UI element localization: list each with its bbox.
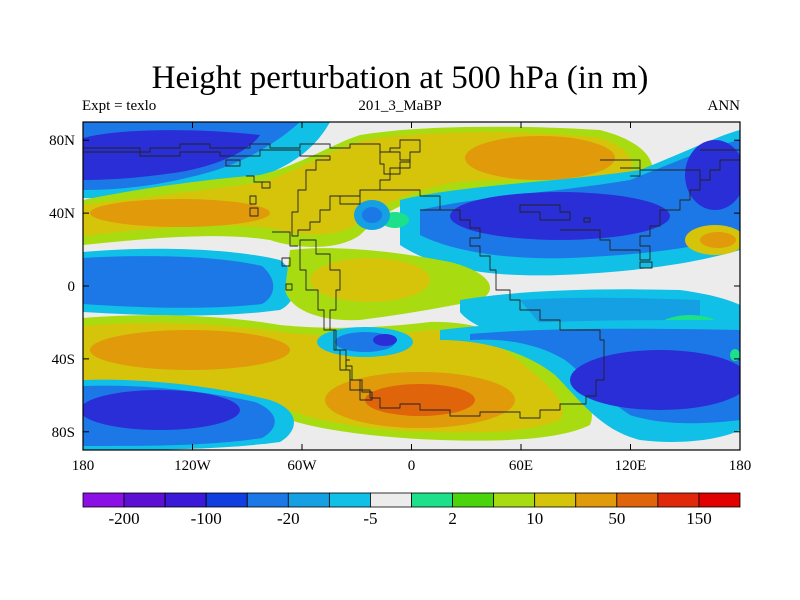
colorbar-swatch xyxy=(205,492,248,508)
colorbar-swatch xyxy=(123,492,166,508)
colorbar-swatch xyxy=(82,492,125,508)
coastline-north-america xyxy=(83,139,421,237)
colorbar-swatch xyxy=(657,492,700,508)
x-tick-label: 120E xyxy=(615,458,647,474)
coastline-africa-eurasia xyxy=(345,195,605,419)
x-tick-label: 180 xyxy=(72,458,95,474)
colorbar-label: -20 xyxy=(277,509,300,528)
x-tick-label: 180 xyxy=(729,458,752,474)
experiment-label: Expt = texlo xyxy=(82,98,157,114)
coastline-asia-north xyxy=(330,159,740,261)
coastline-siberia xyxy=(600,149,740,180)
field-blue-region xyxy=(520,297,700,326)
coastline-australia xyxy=(246,175,298,291)
x-tick-label: 0 xyxy=(408,458,416,474)
colorbar-swatch xyxy=(370,492,412,508)
colorbar-label: 150 xyxy=(686,509,712,528)
y-tick-label: 80S xyxy=(52,425,75,441)
field-blue-region xyxy=(362,207,382,223)
field-deep-blue-region xyxy=(83,130,260,180)
colorbar: -200 -100 -20 -5 2 10 50 150 xyxy=(82,492,741,528)
colorbar-swatch xyxy=(164,492,207,508)
coastline-greenland xyxy=(379,151,411,175)
colorbar-label: -100 xyxy=(191,509,222,528)
field-orange-region xyxy=(90,199,270,227)
field-deep-blue-region xyxy=(570,350,740,410)
colorbar-swatch xyxy=(411,492,453,508)
colorbar-swatch xyxy=(534,492,577,508)
colorbar-label: -5 xyxy=(363,509,377,528)
field-deep-blue-region xyxy=(685,140,740,210)
case-label: 201_3_MaBP xyxy=(358,98,442,114)
colorbar-swatch xyxy=(493,492,536,508)
x-tick-label: 60W xyxy=(287,458,317,474)
axis-ticks: 180 120W 60W 0 60E 120E 180 80N 40N 0 40S 80S xyxy=(49,122,751,474)
x-tick-label: 60E xyxy=(509,458,533,474)
colorbar-label: 10 xyxy=(526,509,543,528)
y-tick-label: 80N xyxy=(49,133,75,149)
colorbar-swatch xyxy=(246,492,289,508)
field-deep-blue-region xyxy=(450,192,670,240)
field-deep-blue-region xyxy=(373,334,397,346)
colorbar-swatch xyxy=(575,492,618,508)
colorbar-swatch xyxy=(616,492,659,508)
season-label: ANN xyxy=(707,98,741,114)
y-tick-label: 0 xyxy=(68,279,76,295)
field-green-region xyxy=(730,349,740,361)
colorbar-label: -200 xyxy=(108,509,139,528)
x-tick-label: 120W xyxy=(174,458,212,474)
field-gold-region xyxy=(310,258,430,302)
colorbar-label: 50 xyxy=(608,509,625,528)
colorbar-label: 2 xyxy=(448,509,457,528)
height-field xyxy=(83,122,740,450)
colorbar-swatch xyxy=(287,492,330,508)
colorbar-swatch xyxy=(328,492,371,508)
colorbar-swatch xyxy=(698,492,741,508)
field-orange-region xyxy=(90,330,290,370)
colorbar-swatch xyxy=(452,492,495,508)
field-deep-blue-region xyxy=(83,390,240,430)
field-dark-orange-region xyxy=(365,384,475,416)
continent-outlines xyxy=(83,139,740,419)
y-tick-label: 40S xyxy=(52,352,75,368)
field-orange-region xyxy=(700,232,736,248)
coastline-islands xyxy=(225,159,653,269)
plot-title: Height perturbation at 500 hPa (in m) xyxy=(151,60,649,96)
field-orange-region xyxy=(465,136,615,180)
coastline-south-america xyxy=(299,239,373,401)
y-tick-label: 40N xyxy=(49,206,75,222)
field-blue-region xyxy=(83,256,274,308)
